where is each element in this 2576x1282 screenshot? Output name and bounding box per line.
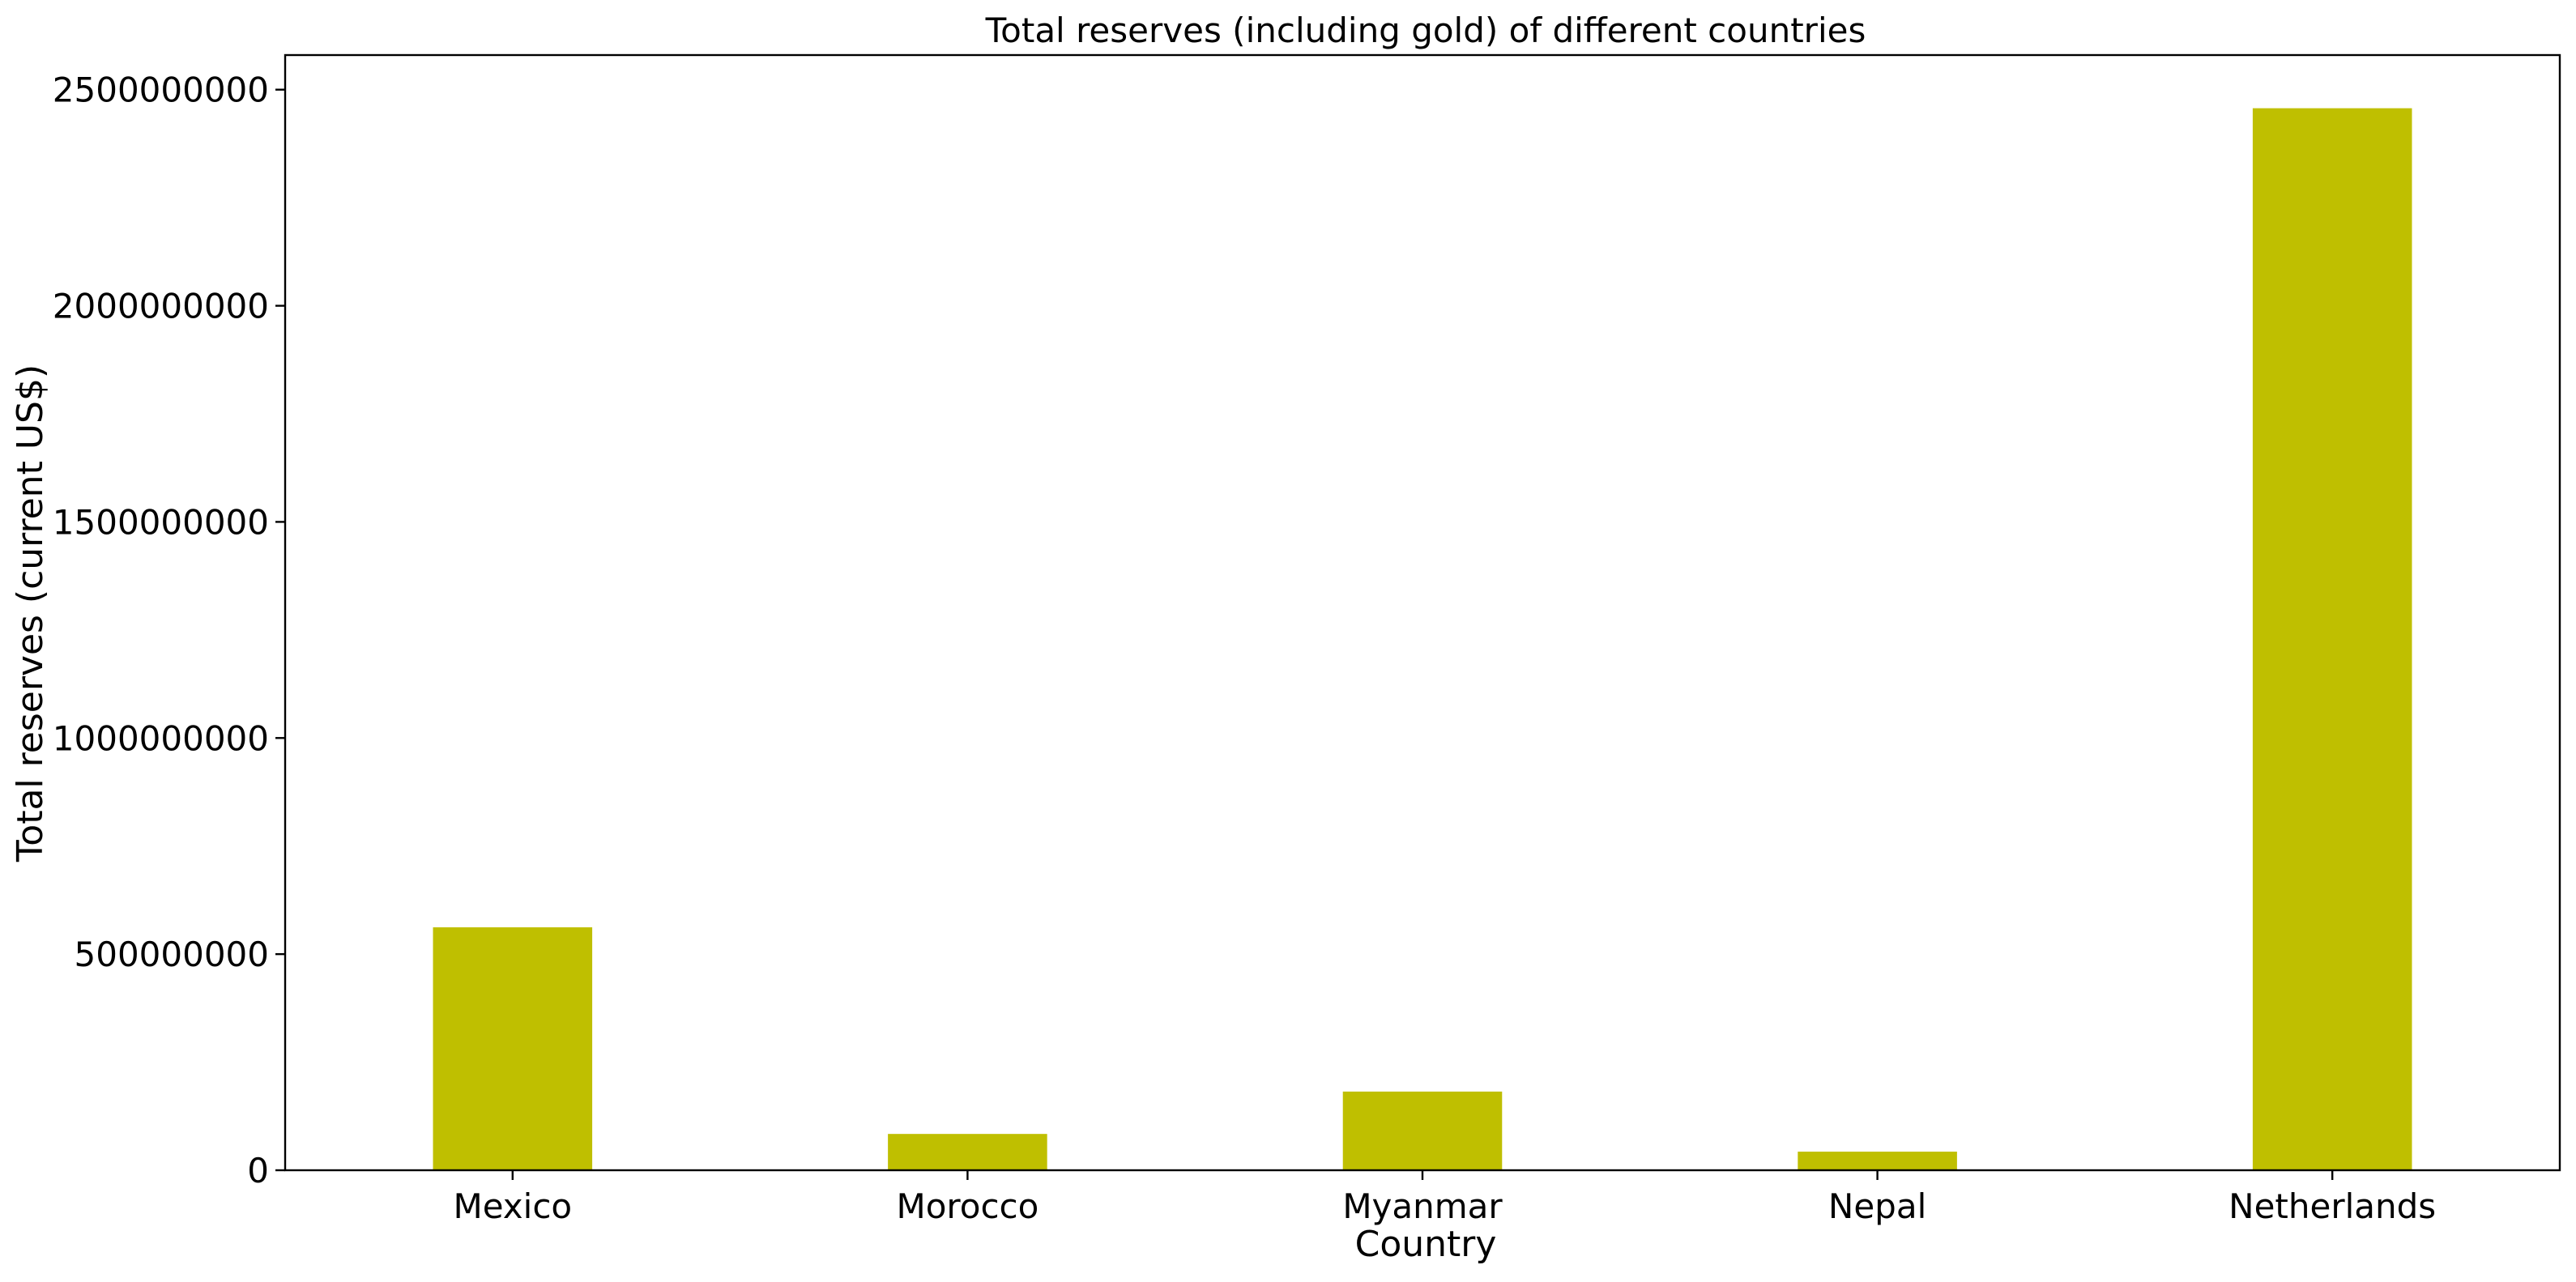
x-tick-label: Netherlands [2228, 1186, 2436, 1226]
y-tick-label: 0 [247, 1151, 269, 1190]
x-tick-label: Myanmar [1342, 1186, 1503, 1226]
bar-mexico [433, 927, 593, 1170]
y-tick-label: 1500000000 [53, 502, 269, 542]
y-axis-ticks: 0 500000000 1000000000 1500000000 2000000000… [53, 70, 285, 1190]
bar-myanmar [1342, 1091, 1503, 1170]
y-tick-label: 2500000000 [53, 70, 269, 110]
x-tick-label: Nepal [1828, 1186, 1926, 1226]
y-tick-label: 2000000000 [53, 287, 269, 326]
x-axis-label: Country [1355, 1224, 1497, 1265]
x-tick-label: Mexico [453, 1186, 572, 1226]
bars-layer [433, 108, 2412, 1170]
bar-netherlands [2252, 108, 2412, 1170]
bar-nepal [1798, 1152, 1957, 1170]
plot-frame [284, 53, 2561, 1172]
y-tick-label: 1000000000 [53, 718, 269, 758]
x-tick-label: Morocco [896, 1186, 1039, 1226]
y-tick-label: 500000000 [75, 935, 270, 974]
chart-title: Total reserves (including gold) of diffe… [985, 11, 1866, 50]
x-axis-ticks: Mexico Morocco Myanmar Nepal Netherlands [453, 1170, 2436, 1226]
bar-morocco [888, 1134, 1047, 1170]
y-axis-label: Total reserves (current US$) [10, 364, 51, 862]
